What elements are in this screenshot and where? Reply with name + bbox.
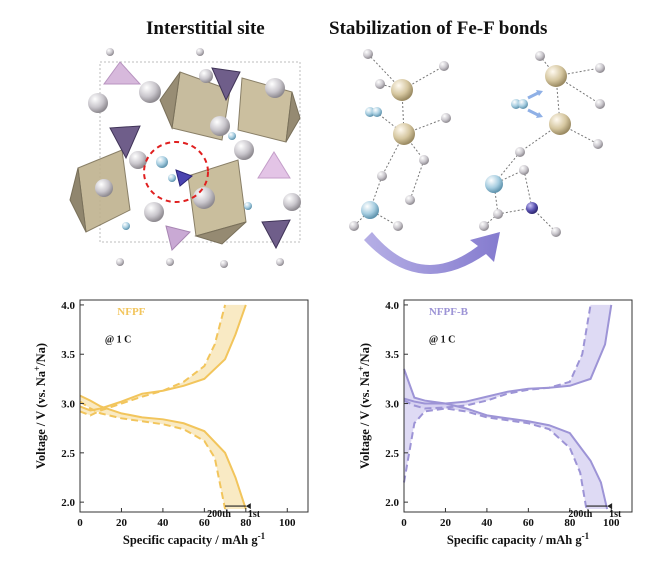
f-atoms — [122, 132, 252, 230]
transformation-arrow — [364, 232, 500, 274]
x-tick-label: 80 — [240, 517, 252, 529]
cycle-label-1st: 1st — [248, 509, 261, 520]
x-tick-label: 20 — [116, 517, 128, 529]
x-tick-label: 40 — [157, 517, 169, 529]
y-tick-label: 4.0 — [385, 300, 399, 312]
y-tick-label: 2.0 — [385, 497, 399, 509]
x-axis-label: Specific capacity / mAh g-1 — [447, 531, 590, 547]
fe-f-cluster-after — [479, 51, 605, 237]
rate-label: @ 1 C — [105, 334, 132, 345]
y-axis-label: Voltage / V (vs. Na+/Na) — [356, 343, 372, 469]
na-atoms — [88, 48, 301, 268]
x-tick-label: 60 — [523, 517, 535, 529]
y-axis-label-suffix: /Na) — [34, 343, 48, 367]
series-line-solid-discharge — [79, 394, 247, 510]
cycle-arrow-head — [607, 503, 613, 510]
plot-frame — [403, 299, 633, 513]
area-band-charge — [404, 304, 612, 409]
y-tick-label: 3.5 — [385, 349, 399, 361]
x-tick-label: 80 — [564, 517, 576, 529]
area-band-discharge — [404, 369, 608, 510]
y-axis-label-suffix: /Na) — [358, 343, 372, 367]
y-axis-label-prefix: Voltage / V (vs. Na — [34, 370, 48, 469]
x-tick-label: 60 — [199, 517, 211, 529]
series-line-solid-charge — [403, 304, 613, 405]
y-axis-label: Voltage / V (vs. Na+/Na) — [32, 343, 48, 469]
stabilization-title: Stabilization of Fe-F bonds — [329, 18, 548, 39]
y-axis-label-sup: + — [32, 366, 42, 371]
nfpf-voltage-chart: 0 20 40 60 80 100 2.0 2.5 3.0 3.5 4.0 Specific capa… — [32, 299, 309, 547]
cycle-label-200th: 200th — [207, 509, 231, 520]
rate-label: @ 1 C — [429, 334, 456, 345]
series-line-dashed-discharge — [403, 407, 588, 510]
y-tick-label: 3.0 — [61, 399, 75, 411]
x-axis-label-sup: -1 — [258, 531, 266, 541]
x-tick-label: 20 — [440, 517, 452, 529]
x-tick-label: 0 — [401, 517, 407, 529]
cycle-label-200th: 200th — [568, 509, 592, 520]
x-axis-label: Specific capacity / mAh g-1 — [123, 531, 266, 547]
unit-cell-box — [99, 61, 301, 243]
y-tick-label: 3.5 — [61, 349, 75, 361]
series-label: NFPF-B — [429, 306, 469, 318]
x-axis-label-sup: -1 — [582, 531, 590, 541]
series-line-solid-charge — [79, 304, 247, 412]
fe-f-cluster-before — [349, 49, 451, 231]
y-axis-label-prefix: Voltage / V (vs. Na — [358, 370, 372, 469]
y-tick-label: 2.0 — [61, 497, 75, 509]
nfpfb-voltage-chart: 0 20 40 60 80 100 2.0 2.5 3.0 3.5 4.0 Specific capa… — [356, 299, 633, 547]
area-band-charge — [80, 304, 246, 416]
series-label: NFPF — [117, 306, 145, 318]
y-tick-label: 2.5 — [385, 448, 399, 460]
x-tick-label: 100 — [279, 517, 296, 529]
po4-tetrahedra — [103, 61, 291, 251]
y-tick-label: 3.0 — [385, 399, 399, 411]
x-tick-label: 40 — [481, 517, 493, 529]
y-tick-label: 2.5 — [61, 448, 75, 460]
y-tick-label: 4.0 — [61, 300, 75, 312]
interstitial-site-marker — [143, 141, 209, 203]
plot-frame — [79, 299, 309, 513]
cycle-arrow-head — [245, 503, 251, 510]
x-tick-label: 0 — [77, 517, 83, 529]
series-line-dashed-charge — [403, 304, 592, 410]
x-tick-label: 100 — [603, 517, 620, 529]
series-line-solid-discharge — [403, 368, 609, 510]
y-axis-label-sup: + — [356, 366, 366, 371]
interstitial-site-title: Interstitial site — [146, 18, 265, 39]
area-band-discharge — [80, 395, 246, 510]
cycle-label-1st: 1st — [609, 509, 622, 520]
series-line-dashed-charge — [79, 304, 227, 417]
crystal-structure — [69, 48, 605, 274]
